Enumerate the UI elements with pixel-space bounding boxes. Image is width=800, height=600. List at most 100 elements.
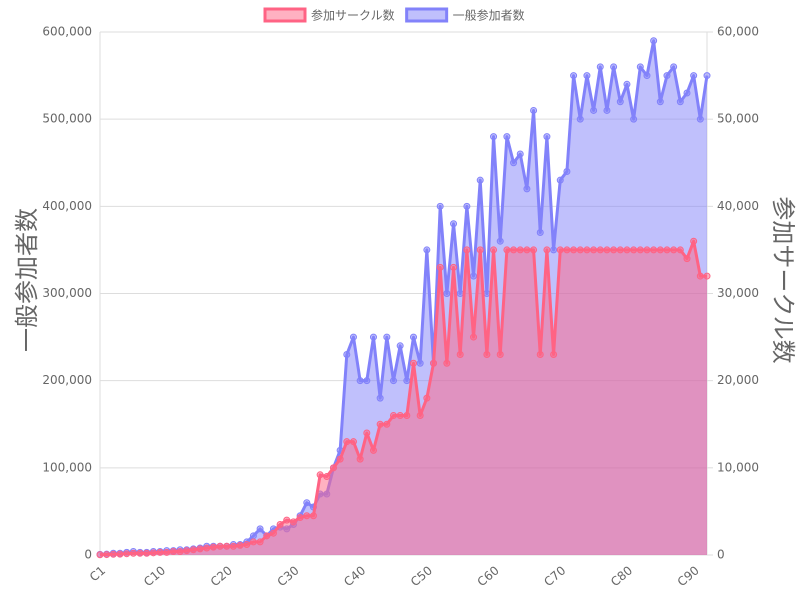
point — [396, 412, 404, 420]
point — [383, 420, 391, 428]
point — [103, 551, 111, 559]
point — [676, 246, 684, 254]
point — [283, 516, 291, 524]
point — [583, 246, 591, 254]
legend-label: 参加サークル数 — [311, 8, 395, 23]
x-tick-label: C1 — [87, 563, 108, 584]
point — [623, 80, 631, 88]
point — [530, 106, 538, 114]
point — [116, 550, 124, 558]
point — [189, 546, 197, 554]
point — [703, 72, 711, 80]
point — [516, 246, 524, 254]
point — [410, 333, 418, 341]
point — [203, 544, 211, 552]
point — [289, 518, 297, 526]
point — [456, 351, 464, 359]
point — [403, 377, 411, 385]
point — [470, 333, 478, 341]
y2-tick-label: 10,000 — [717, 460, 759, 474]
point — [243, 541, 251, 549]
x-tick-label: C90 — [675, 563, 702, 589]
point — [249, 538, 257, 546]
area — [100, 241, 707, 555]
point — [563, 167, 571, 175]
point — [443, 359, 451, 367]
y2-tick-label: 20,000 — [717, 373, 759, 387]
point — [616, 98, 624, 106]
point — [303, 512, 311, 520]
point — [363, 377, 371, 385]
point — [169, 548, 177, 556]
point — [603, 246, 611, 254]
point — [463, 246, 471, 254]
point — [256, 525, 264, 533]
point — [650, 37, 658, 45]
point — [256, 538, 264, 546]
point — [436, 263, 444, 271]
point — [663, 72, 671, 80]
point — [470, 272, 478, 280]
point — [136, 549, 144, 557]
point — [543, 246, 551, 254]
point — [623, 246, 631, 254]
point — [430, 359, 438, 367]
point — [349, 438, 357, 446]
point — [570, 246, 578, 254]
point — [703, 272, 711, 280]
legend-swatch — [263, 7, 307, 23]
point — [309, 512, 317, 520]
point — [329, 464, 337, 472]
point — [296, 514, 304, 522]
point — [276, 520, 284, 528]
point — [483, 351, 491, 359]
point — [643, 246, 651, 254]
point — [410, 359, 418, 367]
point — [209, 543, 217, 551]
point — [476, 246, 484, 254]
point — [610, 246, 618, 254]
y-axis-title: 一般参加者数 — [13, 208, 41, 352]
point — [556, 176, 564, 184]
point — [483, 290, 491, 297]
point — [216, 542, 224, 550]
point — [456, 290, 464, 297]
point — [356, 377, 364, 385]
point — [683, 255, 691, 263]
point — [363, 429, 371, 437]
point — [603, 106, 611, 114]
point — [563, 246, 571, 254]
x-tick-label: C10 — [141, 563, 168, 589]
point — [336, 455, 344, 463]
point — [690, 72, 698, 80]
point — [436, 202, 444, 210]
y2-axis-title: 参加サークル数 — [769, 196, 797, 363]
y2-tick-label: 40,000 — [717, 199, 759, 213]
point — [656, 246, 664, 254]
point — [570, 72, 578, 80]
point — [590, 106, 598, 114]
point — [376, 394, 384, 402]
point — [550, 246, 558, 254]
point — [269, 529, 277, 537]
point — [343, 351, 351, 359]
point — [403, 412, 411, 420]
point — [656, 98, 664, 106]
point — [249, 532, 257, 540]
point — [676, 98, 684, 106]
point — [396, 342, 404, 350]
point — [556, 246, 564, 254]
point — [223, 542, 231, 550]
point — [423, 394, 431, 402]
point — [683, 89, 691, 97]
point — [316, 471, 324, 479]
point — [369, 446, 377, 454]
y-tick-label: 500,000 — [42, 112, 92, 126]
point — [550, 351, 558, 359]
point — [156, 548, 164, 556]
point — [523, 246, 531, 254]
point — [536, 351, 544, 359]
point — [496, 237, 504, 245]
point — [376, 420, 384, 428]
